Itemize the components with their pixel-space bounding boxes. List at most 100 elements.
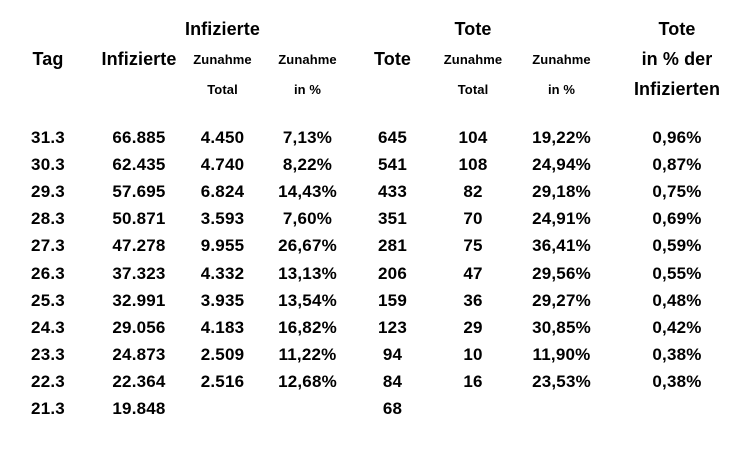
cell-infizierte-zunahme-prozent: 26,67% [278, 236, 337, 256]
table-row: 22.3 22.364 2.516 12,68% 84 16 23,53% 0,38% [0, 369, 744, 396]
cell-infizierte: 57.695 [112, 181, 166, 201]
column-subheader-tote [352, 74, 433, 104]
cell-tote-zunahme-total: 75 [463, 236, 483, 256]
cell-tote: 94 [382, 345, 403, 365]
cell-tote: 541 [378, 154, 407, 174]
cell-infizierte-zunahme-prozent: 13,54% [278, 290, 337, 310]
group-header-tote-zunahme-prozent [513, 14, 610, 44]
cell-tote-prozent-der-infizierten [610, 396, 744, 423]
cell-infizierte: 47.278 [112, 236, 166, 256]
cell-tote: 351 [378, 209, 407, 229]
header-row-main: Tag Infizierte Zunahme Zunahme Tote Zunahme Zu… [0, 44, 744, 74]
cell-infizierte-zunahme-prozent: 7,13% [282, 127, 333, 147]
cell-infizierte: 22.364 [112, 372, 166, 392]
cell-tag: 22.3 [31, 372, 65, 392]
cell-tag: 23.3 [31, 345, 65, 365]
cell-infizierte-zunahme-total: 4.332 [200, 263, 245, 283]
cell-tote-prozent-der-infizierten: 0,38% [652, 372, 702, 392]
group-header-tag [0, 14, 96, 44]
header-row-sub: Total in % Total in % Infizierten [0, 74, 744, 104]
cell-tag: 21.3 [31, 399, 65, 419]
group-header-infizierte-zunahme-total: Infizierte [184, 18, 260, 39]
cell-tote-zunahme-total: 29 [463, 317, 483, 337]
column-header-infizierte-zunahme-prozent: Zunahme [278, 51, 337, 67]
cell-tote-prozent-der-infizierten: 0,42% [652, 317, 702, 337]
group-header-tote [352, 14, 433, 44]
header-row-group: Infizierte Tote Tote [0, 14, 744, 44]
infection-statistics-table: Infizierte Tote Tote Tag Infizierte Zunahme Zu… [0, 14, 744, 423]
cell-tote-zunahme-total: 70 [463, 209, 483, 229]
cell-tote-zunahme-prozent: 11,90% [532, 345, 591, 365]
group-header-infizierte-zunahme-prozent [263, 14, 352, 44]
cell-infizierte-zunahme-total [182, 396, 263, 423]
table-row: 23.3 24.873 2.509 11,22% 94 10 11,90% 0,38% [0, 342, 744, 369]
cell-tote-zunahme-total: 108 [458, 154, 488, 174]
cell-tote-zunahme-total: 82 [463, 181, 483, 201]
cell-tote-zunahme-prozent: 36,41% [532, 236, 591, 256]
group-header-infizierte [96, 14, 182, 44]
cell-infizierte-zunahme-prozent: 11,22% [278, 345, 337, 365]
cell-infizierte-zunahme-total: 3.935 [200, 290, 245, 310]
cell-tag: 31.3 [31, 127, 65, 147]
cell-tote-zunahme-prozent: 24,94% [532, 154, 591, 174]
cell-tote-prozent-der-infizierten: 0,75% [652, 181, 702, 201]
cell-infizierte-zunahme-total: 4.740 [200, 154, 245, 174]
cell-tote-zunahme-total: 104 [458, 127, 488, 147]
cell-infizierte: 24.873 [112, 345, 166, 365]
cell-tote-zunahme-total: 16 [463, 372, 483, 392]
cell-tote: 206 [378, 263, 407, 283]
cell-infizierte-zunahme-total: 4.183 [200, 317, 245, 337]
cell-tote-prozent-der-infizierten: 0,59% [652, 236, 702, 256]
cell-tote-zunahme-total: 47 [463, 263, 483, 283]
column-header-tote-zunahme-prozent: Zunahme [532, 51, 591, 67]
cell-infizierte: 29.056 [112, 317, 166, 337]
cell-infizierte-zunahme-prozent: 12,68% [278, 372, 337, 392]
cell-infizierte-zunahme-prozent: 14,43% [278, 181, 337, 201]
cell-tag: 29.3 [31, 181, 65, 201]
column-header-tote: Tote [373, 48, 412, 69]
column-header-infizierte: Infizierte [101, 48, 177, 69]
cell-tote-zunahme-prozent: 30,85% [532, 317, 591, 337]
cell-tote: 433 [378, 181, 407, 201]
column-header-infizierte-zunahme-total: Zunahme [193, 51, 252, 67]
table-row: 21.3 19.848 68 [0, 396, 744, 423]
table-row: 29.3 57.695 6.824 14,43% 433 82 29,18% 0,75% [0, 178, 744, 205]
cell-tote-zunahme-prozent: 23,53% [532, 372, 591, 392]
column-header-tag: Tag [32, 48, 64, 69]
cell-tote-prozent-der-infizierten: 0,38% [652, 345, 702, 365]
cell-tote: 68 [382, 399, 403, 419]
column-subheader-infizierte-zunahme-total: Total [207, 81, 238, 97]
cell-infizierte-zunahme-prozent: 7,60% [282, 209, 333, 229]
table-row: 26.3 37.323 4.332 13,13% 206 47 29,56% 0,55% [0, 260, 744, 287]
cell-infizierte-zunahme-total: 9.955 [200, 236, 245, 256]
cell-tag: 30.3 [31, 154, 65, 174]
cell-tote-zunahme-prozent: 24,91% [532, 209, 591, 229]
cell-tote-zunahme-prozent: 29,27% [532, 290, 591, 310]
cell-infizierte-zunahme-prozent: 13,13% [278, 263, 337, 283]
column-header-tote-zunahme-total: Zunahme [443, 51, 503, 67]
cell-tote-zunahme-total: 36 [463, 290, 483, 310]
cell-infizierte: 50.871 [112, 209, 166, 229]
table-row: 24.3 29.056 4.183 16,82% 123 29 30,85% 0,42% [0, 314, 744, 341]
header-data-spacer [0, 104, 744, 124]
cell-tag: 27.3 [31, 236, 65, 256]
cell-infizierte-zunahme-total: 6.824 [200, 181, 245, 201]
cell-tote-prozent-der-infizierten: 0,87% [652, 154, 702, 174]
table-row: 28.3 50.871 3.593 7,60% 351 70 24,91% 0,69% [0, 206, 744, 233]
cell-infizierte-zunahme-prozent: 8,22% [282, 154, 333, 174]
table-row: 31.3 66.885 4.450 7,13% 645 104 19,22% 0,96% [0, 124, 744, 151]
cell-infizierte-zunahme-total: 4.450 [200, 127, 245, 147]
column-subheader-tote-zunahme-total: Total [457, 81, 489, 97]
cell-infizierte-zunahme-total: 2.509 [200, 345, 245, 365]
cell-tag: 24.3 [31, 317, 65, 337]
cell-tote-zunahme-prozent: 19,22% [532, 127, 591, 147]
cell-infizierte-zunahme-prozent: 16,82% [278, 317, 337, 337]
column-subheader-tote-zunahme-prozent: in % [547, 81, 576, 97]
cell-tote: 159 [378, 290, 407, 310]
column-subheader-infizierte [96, 74, 182, 104]
group-header-tote-prozent-der-infizierten: Tote [658, 18, 696, 39]
cell-tote-zunahme-prozent [513, 396, 610, 423]
cell-infizierte-zunahme-prozent [263, 396, 352, 423]
column-subheader-tag [0, 74, 96, 104]
group-header-tote-zunahme-total: Tote [454, 18, 492, 39]
